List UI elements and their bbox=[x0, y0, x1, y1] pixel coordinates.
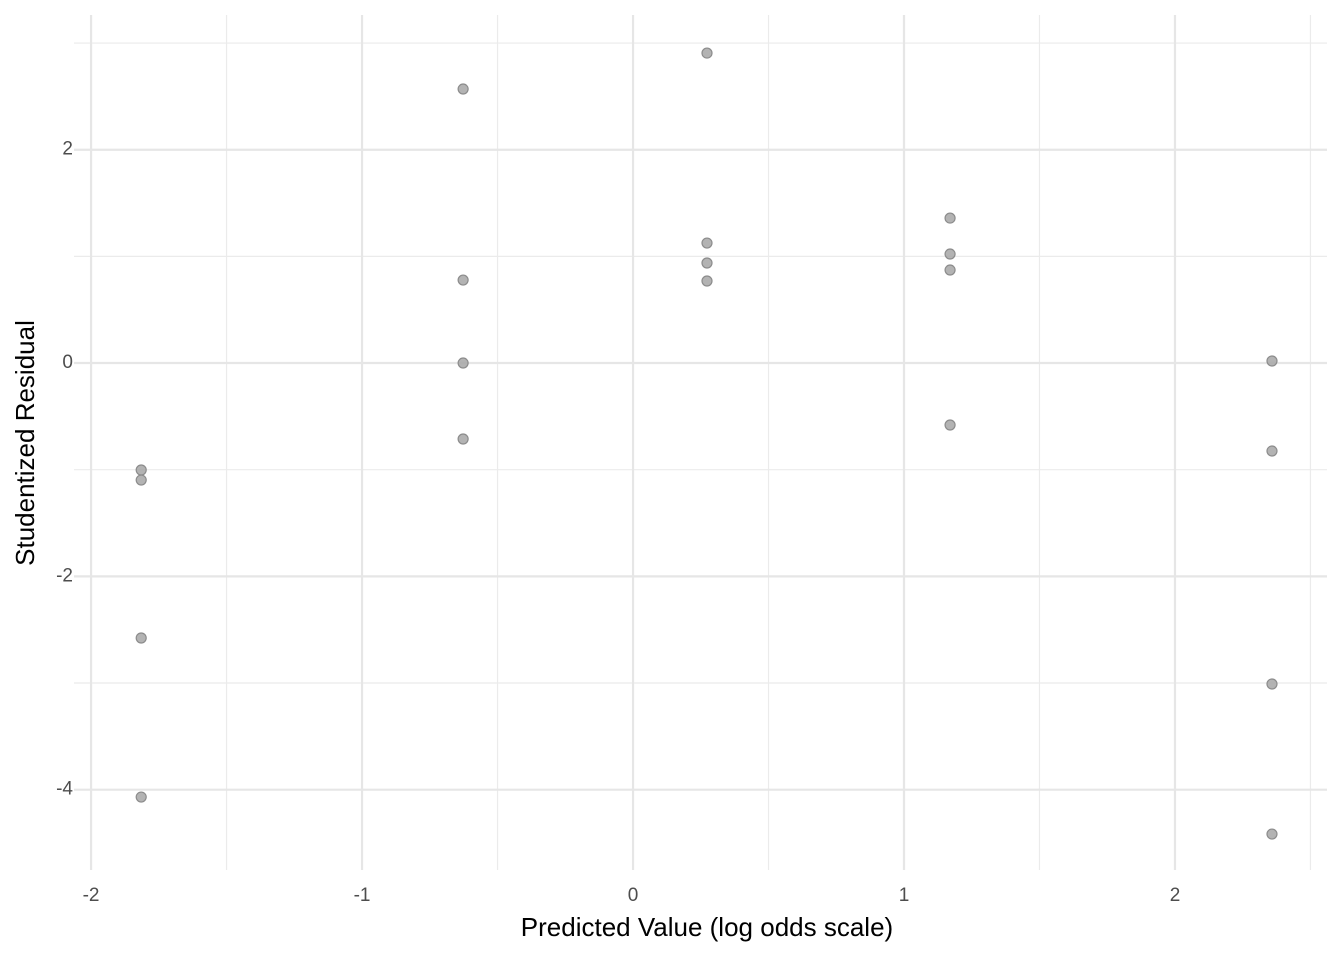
x-tick-label: -1 bbox=[354, 885, 371, 906]
grid bbox=[74, 15, 1327, 870]
x-axis-title: Predicted Value (log odds scale) bbox=[521, 912, 893, 942]
point bbox=[135, 791, 147, 803]
point bbox=[457, 274, 469, 286]
point bbox=[457, 433, 469, 445]
x-tick-label: -2 bbox=[83, 885, 100, 906]
point bbox=[457, 357, 469, 369]
point bbox=[944, 419, 956, 431]
y-axis-title: Studentized Residual bbox=[10, 320, 40, 566]
x-tick-label: 2 bbox=[1170, 885, 1181, 906]
point bbox=[135, 474, 147, 486]
point bbox=[944, 248, 956, 260]
point bbox=[944, 212, 956, 224]
point bbox=[701, 237, 713, 249]
point bbox=[1266, 678, 1278, 690]
y-tick-label: -2 bbox=[56, 565, 73, 586]
x-tick-label: 0 bbox=[628, 885, 639, 906]
point bbox=[457, 83, 469, 95]
y-tick-label: 2 bbox=[62, 139, 73, 160]
point bbox=[1266, 828, 1278, 840]
x-tick-label: 1 bbox=[899, 885, 910, 906]
y-tick-label: 0 bbox=[62, 352, 73, 373]
point bbox=[1266, 445, 1278, 457]
point bbox=[135, 632, 147, 644]
point bbox=[701, 47, 713, 59]
y-tick-label: -4 bbox=[56, 779, 73, 800]
point bbox=[1266, 355, 1278, 367]
point bbox=[944, 264, 956, 276]
point bbox=[135, 464, 147, 476]
point bbox=[701, 275, 713, 287]
point bbox=[701, 257, 713, 269]
